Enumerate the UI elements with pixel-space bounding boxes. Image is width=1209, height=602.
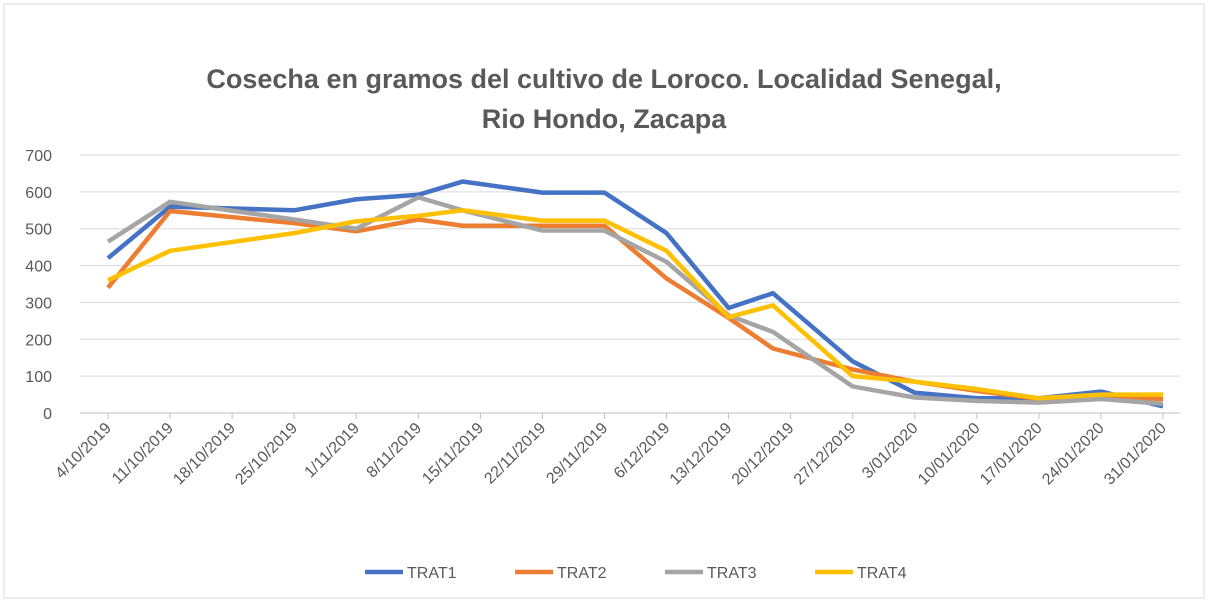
chart-border (3, 3, 1205, 599)
y-tick-label: 400 (25, 259, 52, 276)
y-tick-label: 300 (25, 295, 52, 312)
y-tick-label: 700 (25, 148, 52, 165)
y-tick-label: 500 (25, 222, 52, 239)
y-tick-label: 200 (25, 332, 52, 349)
series-line (106, 179, 1164, 409)
legend-label: TRAT4 (857, 565, 907, 582)
y-tick-label: 600 (25, 185, 52, 202)
chart-title: Cosecha en gramos del cultivo de Loroco.… (206, 64, 1001, 94)
chart-title: Rio Hondo, Zacapa (482, 104, 728, 134)
legend-label: TRAT2 (557, 565, 607, 582)
y-tick-label: 100 (25, 369, 52, 386)
legend-label: TRAT1 (407, 565, 457, 582)
legend-label: TRAT3 (707, 565, 757, 582)
series-line (107, 208, 1163, 401)
y-tick-label: 0 (43, 406, 52, 423)
